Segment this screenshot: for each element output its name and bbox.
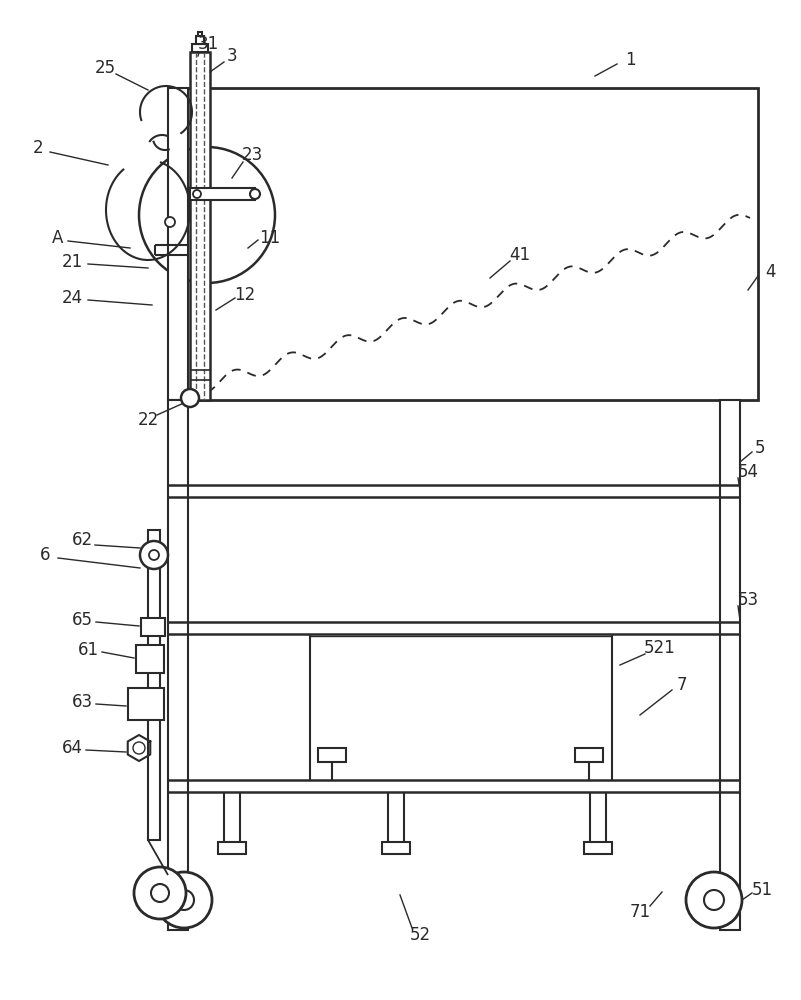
Text: 52: 52 [409,926,431,944]
Text: 4: 4 [765,263,775,281]
Bar [192,44,208,52]
Bar [136,645,164,673]
Text: 12: 12 [235,286,256,304]
Bar [168,400,188,930]
Text: 21: 21 [62,253,83,271]
Bar [128,688,164,720]
Text: 54: 54 [738,463,759,481]
Bar [148,530,160,840]
Text: A: A [52,229,64,247]
Text: 64: 64 [62,739,83,757]
Text: 5: 5 [755,439,765,457]
Text: 71: 71 [630,903,650,921]
Text: 65: 65 [71,611,92,629]
Text: 1: 1 [625,51,635,69]
Text: 24: 24 [62,289,83,307]
Circle shape [181,389,199,407]
Text: 25: 25 [95,59,115,77]
Bar [190,52,210,400]
Text: 521: 521 [644,639,676,657]
Bar [575,748,603,762]
Text: 51: 51 [751,881,772,899]
Circle shape [165,217,175,227]
Text: 11: 11 [260,229,280,247]
Bar [168,88,758,400]
Text: 6: 6 [40,546,50,564]
Bar [198,32,202,36]
Text: 31: 31 [197,35,219,53]
Text: 63: 63 [71,693,93,711]
Bar [168,88,188,400]
Text: 62: 62 [71,531,93,549]
Bar [318,748,346,762]
Text: 7: 7 [677,676,687,694]
Text: 2: 2 [33,139,43,157]
Circle shape [250,189,260,199]
Circle shape [139,147,275,283]
Bar [190,188,255,200]
Circle shape [174,890,194,910]
Circle shape [140,541,168,569]
Circle shape [151,884,169,902]
Circle shape [704,890,724,910]
Bar [720,400,740,930]
Bar [584,842,612,854]
Bar [141,618,165,636]
Text: 22: 22 [138,411,159,429]
Circle shape [156,872,212,928]
Bar [196,36,204,44]
Circle shape [133,742,145,754]
Circle shape [193,190,201,198]
Text: 41: 41 [509,246,530,264]
Bar [382,842,410,854]
Text: 3: 3 [227,47,237,65]
Text: 61: 61 [78,641,99,659]
Text: 23: 23 [241,146,263,164]
Circle shape [149,550,159,560]
Circle shape [134,867,186,919]
Text: 53: 53 [738,591,759,609]
Bar [218,842,246,854]
Circle shape [686,872,742,928]
